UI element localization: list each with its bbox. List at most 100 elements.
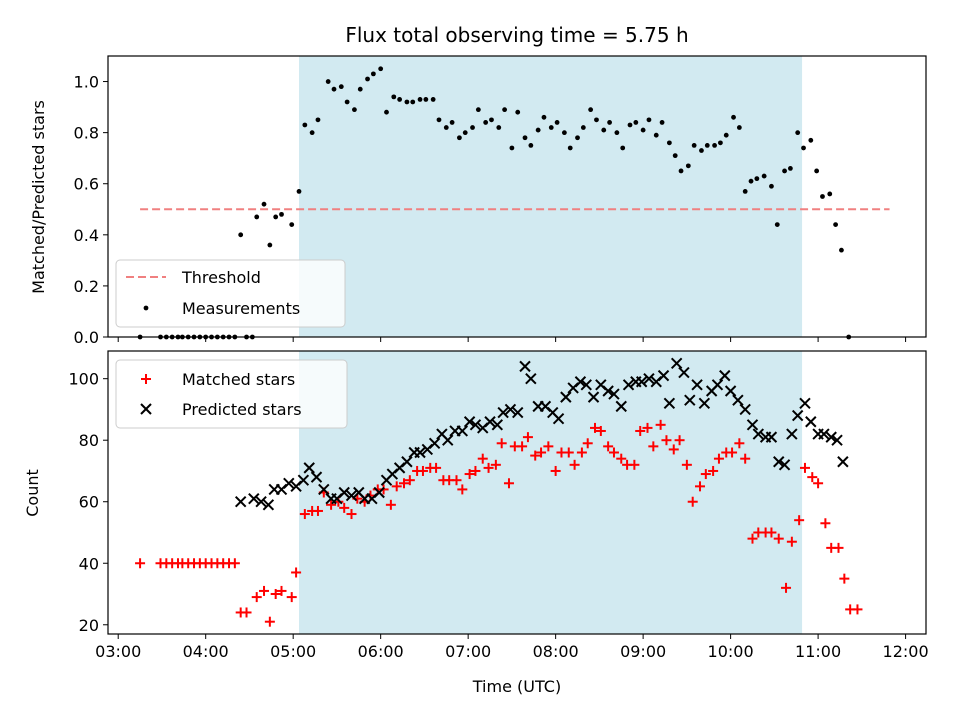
measurement-point (302, 122, 308, 128)
matched-star-point (590, 422, 601, 433)
predicted-star-point (805, 416, 817, 428)
legend-matched-swatch (141, 374, 151, 384)
ratio-plot-frame (107, 55, 927, 338)
measurement-point (808, 137, 814, 143)
legend-measurements-label: Measurements (182, 299, 300, 318)
measurement-point (561, 130, 567, 136)
x-tick-label: 10:00 (708, 642, 754, 661)
matched-star-point (616, 453, 627, 464)
y-tick-label: 100 (68, 370, 99, 389)
matched-star-point (312, 505, 323, 516)
ratio-y-axis-label: Matched/Predicted stars (29, 100, 48, 294)
predicted-star-point (724, 385, 737, 397)
predicted-star-point (719, 369, 731, 382)
y-tick-label: 80 (79, 431, 99, 450)
measurement-point (827, 191, 833, 197)
matched-star-point (470, 465, 481, 476)
measurement-point (548, 125, 554, 130)
matched-star-point (576, 447, 587, 458)
measurement-point (541, 114, 547, 120)
measurement-point (640, 127, 646, 133)
measurement-point (528, 143, 534, 148)
predicted-star-point (373, 486, 385, 499)
measurement-point (787, 166, 793, 171)
measurement-point (475, 107, 481, 113)
matched-star-point (713, 453, 724, 464)
matched-star-point (595, 425, 606, 436)
measurement-point (378, 66, 384, 72)
matched-star-point (852, 604, 863, 615)
measurement-point (627, 122, 633, 128)
matched-star-point (781, 582, 792, 593)
matched-star-point (229, 558, 240, 569)
matched-star-point (655, 419, 666, 430)
measurement-point (678, 168, 684, 174)
predicted-star-point (484, 416, 496, 428)
x-tick-label: 04:00 (183, 642, 229, 661)
measurement-point (754, 176, 760, 182)
measurement-point (666, 140, 672, 146)
predicted-star-point (698, 397, 711, 410)
predicted-star-point (442, 434, 454, 446)
measurement-point (267, 242, 273, 248)
predicted-star-point (773, 456, 785, 468)
measurement-point (646, 117, 652, 123)
predicted-star-point (678, 366, 690, 379)
predicted-star-point (765, 431, 778, 443)
predicted-star-point (463, 416, 476, 428)
matched-star-point (681, 459, 692, 470)
chart-title: Flux total observing time = 5.75 h (345, 23, 688, 47)
measurement-point (814, 168, 820, 174)
measurement-point (509, 145, 515, 151)
count-legend: Matched stars Predicted stars (115, 359, 348, 429)
measurement-point (659, 120, 665, 125)
predicted-star-point (234, 496, 247, 508)
matched-star-point (259, 585, 270, 596)
measurement-point (502, 107, 508, 113)
legend-measurements-swatch (143, 305, 149, 311)
measurement-point (820, 194, 825, 199)
predicted-star-point (303, 462, 315, 474)
measurement-point (769, 183, 774, 189)
predicted-star-point (525, 372, 537, 385)
measurement-point (449, 120, 455, 125)
measurement-point (614, 130, 620, 136)
predicted-star-point (622, 379, 635, 391)
matched-star-point (326, 499, 337, 510)
predicted-star-point (587, 391, 600, 403)
measurement-point (391, 94, 397, 100)
measurement-point (742, 188, 748, 194)
matched-star-point (794, 515, 805, 526)
matched-star-point (839, 573, 850, 584)
y-tick-label: 0.2 (74, 277, 99, 296)
measurement-point (620, 145, 626, 151)
matched-star-point (668, 444, 679, 455)
matched-star-point (241, 607, 252, 618)
measurement-point (338, 84, 344, 90)
matched-star-point (543, 441, 554, 452)
matched-star-point (477, 453, 488, 464)
matched-star-point (661, 435, 672, 446)
measurement-point (535, 127, 541, 133)
count-plot-frame (107, 350, 927, 635)
measurement-point (839, 247, 844, 253)
matched-star-point (766, 527, 777, 538)
matched-star-point (727, 447, 738, 458)
matched-star-point (496, 438, 507, 449)
predicted-star-point (778, 459, 791, 471)
predicted-star-point (643, 372, 655, 385)
measurement-point (736, 125, 742, 130)
predicted-star-point (691, 379, 703, 391)
legend-predicted-label: Predicted stars (182, 400, 302, 419)
measurement-point (365, 76, 370, 82)
y-tick-label: 20 (79, 616, 99, 635)
count-y-axis-label: Count (23, 469, 42, 517)
measurement-point (601, 127, 607, 133)
matched-star-point (431, 462, 442, 473)
matched-star-point (569, 459, 580, 470)
measurement-point (496, 125, 502, 130)
predicted-star-point (262, 499, 275, 511)
predicted-star-point (602, 385, 614, 397)
measurement-point (522, 135, 528, 141)
predicted-star-point (739, 403, 751, 416)
